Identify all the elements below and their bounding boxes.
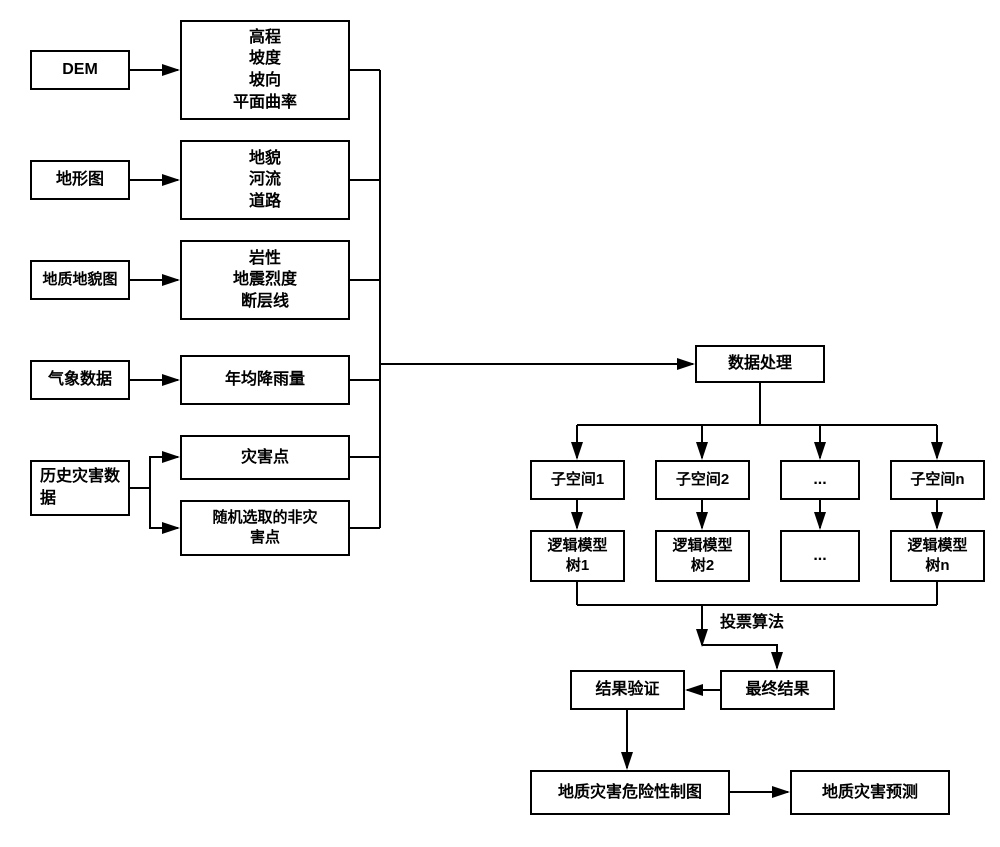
- node-geo-attrs: 岩性 地震烈度 断层线: [180, 240, 350, 320]
- node-dem-attrs: 高程 坡度 坡向 平面曲率: [180, 20, 350, 120]
- node-data-processing: 数据处理: [695, 345, 825, 383]
- node-subspace-dots: ...: [780, 460, 860, 500]
- flowchart-canvas: DEM 地形图 地质地貌图 气象数据 历史灾害数 据 高程 坡度 坡向 平面曲率…: [0, 0, 1000, 847]
- node-history: 历史灾害数 据: [30, 460, 130, 516]
- node-hazard-points: 灾害点: [180, 435, 350, 480]
- node-dem: DEM: [30, 50, 130, 90]
- label-vote-algorithm: 投票算法: [720, 608, 784, 632]
- node-tree-n: 逻辑模型 树n: [890, 530, 985, 582]
- node-tree-2: 逻辑模型 树2: [655, 530, 750, 582]
- node-rainfall: 年均降雨量: [180, 355, 350, 405]
- node-tree-dots: ...: [780, 530, 860, 582]
- node-geo-map: 地质地貌图: [30, 260, 130, 300]
- node-final-result: 最终结果: [720, 670, 835, 710]
- node-terrain-map: 地形图: [30, 160, 130, 200]
- node-tree-1: 逻辑模型 树1: [530, 530, 625, 582]
- node-weather: 气象数据: [30, 360, 130, 400]
- node-terrain-attrs: 地貌 河流 道路: [180, 140, 350, 220]
- node-hazard-map: 地质灾害危险性制图: [530, 770, 730, 815]
- node-nonhazard-points: 随机选取的非灾 害点: [180, 500, 350, 556]
- node-predict: 地质灾害预测: [790, 770, 950, 815]
- node-subspace-1: 子空间1: [530, 460, 625, 500]
- node-subspace-2: 子空间2: [655, 460, 750, 500]
- node-subspace-n: 子空间n: [890, 460, 985, 500]
- flowchart-edges: [0, 0, 1000, 847]
- node-verify: 结果验证: [570, 670, 685, 710]
